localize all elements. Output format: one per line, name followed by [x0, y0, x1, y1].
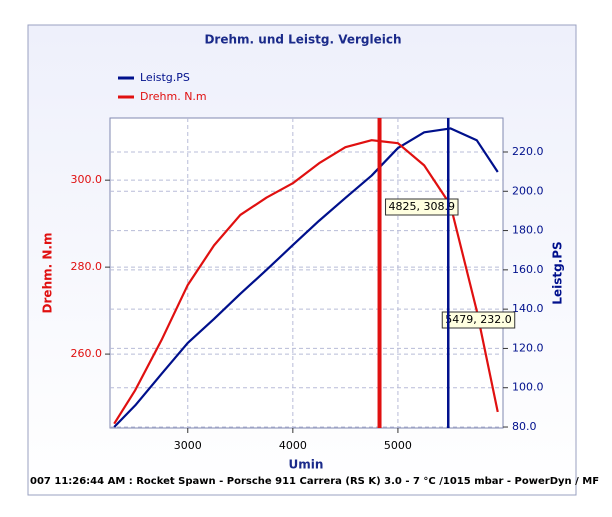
- y2-tick-label: 100.0: [512, 381, 544, 394]
- y2-tick-label: 160.0: [512, 263, 544, 276]
- y-tick-label: 260.0: [71, 347, 103, 360]
- plot-area: [109, 117, 504, 429]
- y-tick-label: 300.0: [71, 173, 103, 186]
- y-axis-label: Drehm. N.m: [41, 233, 55, 314]
- y2-tick-label: 140.0: [512, 302, 544, 315]
- cursor-label: 4825, 308.9: [389, 200, 455, 213]
- series-line: [113, 139, 499, 425]
- x-tick-label: 3000: [174, 439, 202, 452]
- y2-tick-label: 180.0: [512, 224, 544, 237]
- chart-title: Drehm. und Leistg. Vergleich: [204, 33, 401, 47]
- y2-tick-label: 220.0: [512, 145, 544, 158]
- legend-label: Leistg.PS: [140, 71, 190, 84]
- y-tick-label: 280.0: [71, 260, 103, 273]
- series-line: [113, 127, 499, 428]
- cursor-label: 5479, 232.0: [445, 313, 511, 326]
- y2-tick-label: 200.0: [512, 184, 544, 197]
- y2-tick-label: 80.0: [512, 420, 537, 433]
- x-tick-label: 4000: [279, 439, 307, 452]
- x-axis-label: Umin: [289, 458, 324, 472]
- x-tick-label: 5000: [384, 439, 412, 452]
- y2-axis-label: Leistg.PS: [551, 241, 565, 304]
- legend-label: Drehm. N.m: [140, 90, 207, 103]
- cursor-label-box: [385, 198, 459, 216]
- footer: 007 11:26:44 AM : Rocket Spawn - Porsche…: [30, 476, 599, 487]
- cursor-label-box: [441, 311, 516, 329]
- y2-tick-label: 120.0: [512, 341, 544, 354]
